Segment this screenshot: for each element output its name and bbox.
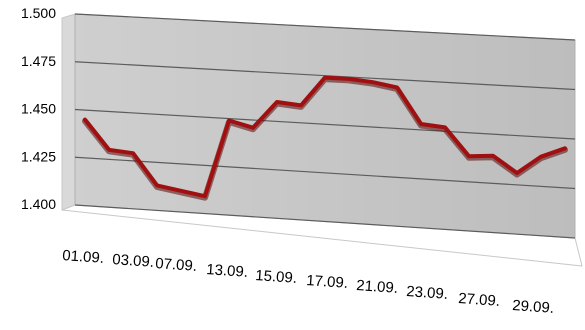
y-tick-label: 1.425: [21, 148, 56, 164]
data-point: [491, 154, 495, 158]
x-tick-label: 17.09.: [306, 272, 349, 292]
y-tick-label: 1.400: [21, 196, 56, 212]
data-point: [203, 194, 207, 198]
data-point: [443, 125, 447, 130]
y-tick-label: 1.475: [21, 53, 56, 69]
data-point: [563, 146, 567, 150]
x-tick-label: 29.09.: [512, 297, 555, 317]
data-point: [179, 189, 183, 193]
data-point: [275, 100, 279, 104]
data-point: [107, 148, 111, 152]
data-point: [323, 75, 327, 80]
side-wall: [61, 13, 76, 211]
x-tick-label: 01.09.: [62, 247, 105, 267]
data-point: [131, 151, 135, 155]
x-tick-label: 15.09.: [255, 267, 298, 287]
x-tick-label: 03.09.: [112, 251, 155, 271]
y-tick-label: 1.500: [21, 5, 56, 21]
x-tick-label: 13.09.: [206, 261, 249, 281]
gridline: [74, 13, 576, 41]
data-point: [371, 80, 375, 84]
gridline: [74, 156, 576, 190]
data-point: [299, 103, 303, 107]
y-tick-label: 1.450: [21, 101, 56, 117]
data-point: [227, 118, 231, 123]
data-point: [347, 77, 351, 81]
x-tick-label: 23.09.: [406, 283, 449, 303]
data-point: [515, 171, 519, 175]
data-point: [83, 118, 87, 122]
gridline: [74, 204, 576, 239]
data-point: [395, 85, 399, 90]
x-tick-label: 21.09.: [356, 277, 399, 297]
x-tick-label: 27.09.: [458, 290, 501, 310]
data-point: [467, 154, 471, 158]
x-tick-label: 07.09.: [155, 255, 198, 275]
gridline: [74, 108, 576, 140]
data-point: [419, 122, 423, 126]
data-point: [155, 183, 159, 188]
data-point: [251, 126, 255, 130]
plot-wall: [74, 13, 576, 239]
data-point: [539, 155, 543, 159]
